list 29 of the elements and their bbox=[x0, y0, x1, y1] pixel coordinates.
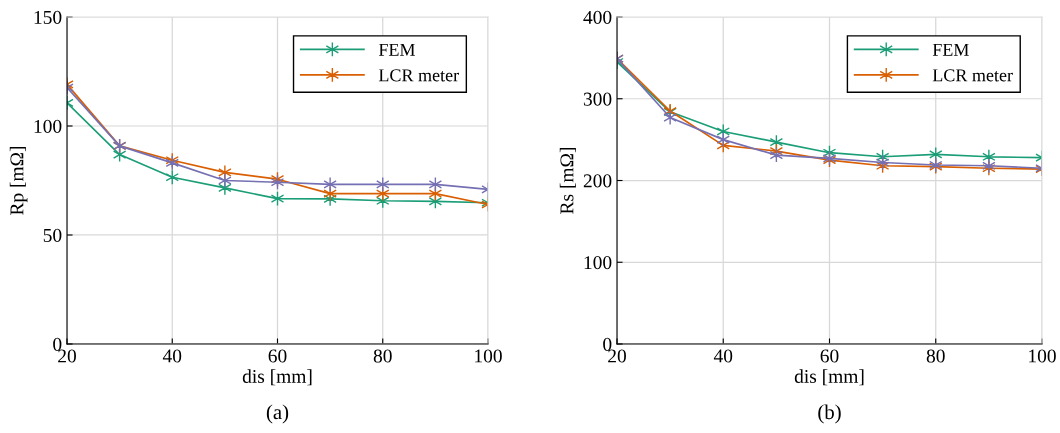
x-tick-label: 60 bbox=[268, 349, 287, 363]
y-tick-label: 0 bbox=[603, 337, 612, 351]
legend-label: FEM bbox=[378, 43, 415, 56]
y-tick-label: 50 bbox=[43, 228, 62, 242]
y-axis-title: Rp [mΩ] bbox=[9, 146, 28, 215]
x-tick-label: 80 bbox=[926, 349, 945, 363]
x-tick-label: 60 bbox=[820, 349, 839, 363]
text: (b) bbox=[818, 404, 841, 424]
legend-label: FEM bbox=[932, 43, 969, 56]
y-tick-label: 100 bbox=[584, 256, 612, 270]
x-tick-label: 100 bbox=[1029, 349, 1056, 363]
x-tick-label: 100 bbox=[475, 349, 502, 363]
y-tick-label: 300 bbox=[583, 92, 612, 106]
y-tick-label: 150 bbox=[34, 10, 62, 24]
y-tick-label: 400 bbox=[583, 10, 612, 24]
x-axis-title: dis [mm] bbox=[242, 369, 312, 386]
x-tick-label: 20 bbox=[608, 349, 626, 363]
y-tick-label: 100 bbox=[34, 119, 62, 133]
y-axis-title: Rs [mΩ] bbox=[559, 147, 576, 214]
text: (a) bbox=[266, 404, 289, 424]
y-tick-label: 200 bbox=[583, 174, 612, 188]
legend-label: LCR meter bbox=[932, 69, 1013, 82]
x-axis-title: dis [mm] bbox=[794, 369, 864, 386]
x-tick-label: 40 bbox=[713, 349, 733, 363]
y-tick-label: 0 bbox=[53, 337, 62, 351]
x-tick-label: 80 bbox=[373, 349, 392, 363]
x-tick-label: 20 bbox=[58, 349, 76, 363]
x-tick-label: 40 bbox=[162, 349, 182, 363]
legend-label: LCR meter bbox=[378, 69, 459, 82]
